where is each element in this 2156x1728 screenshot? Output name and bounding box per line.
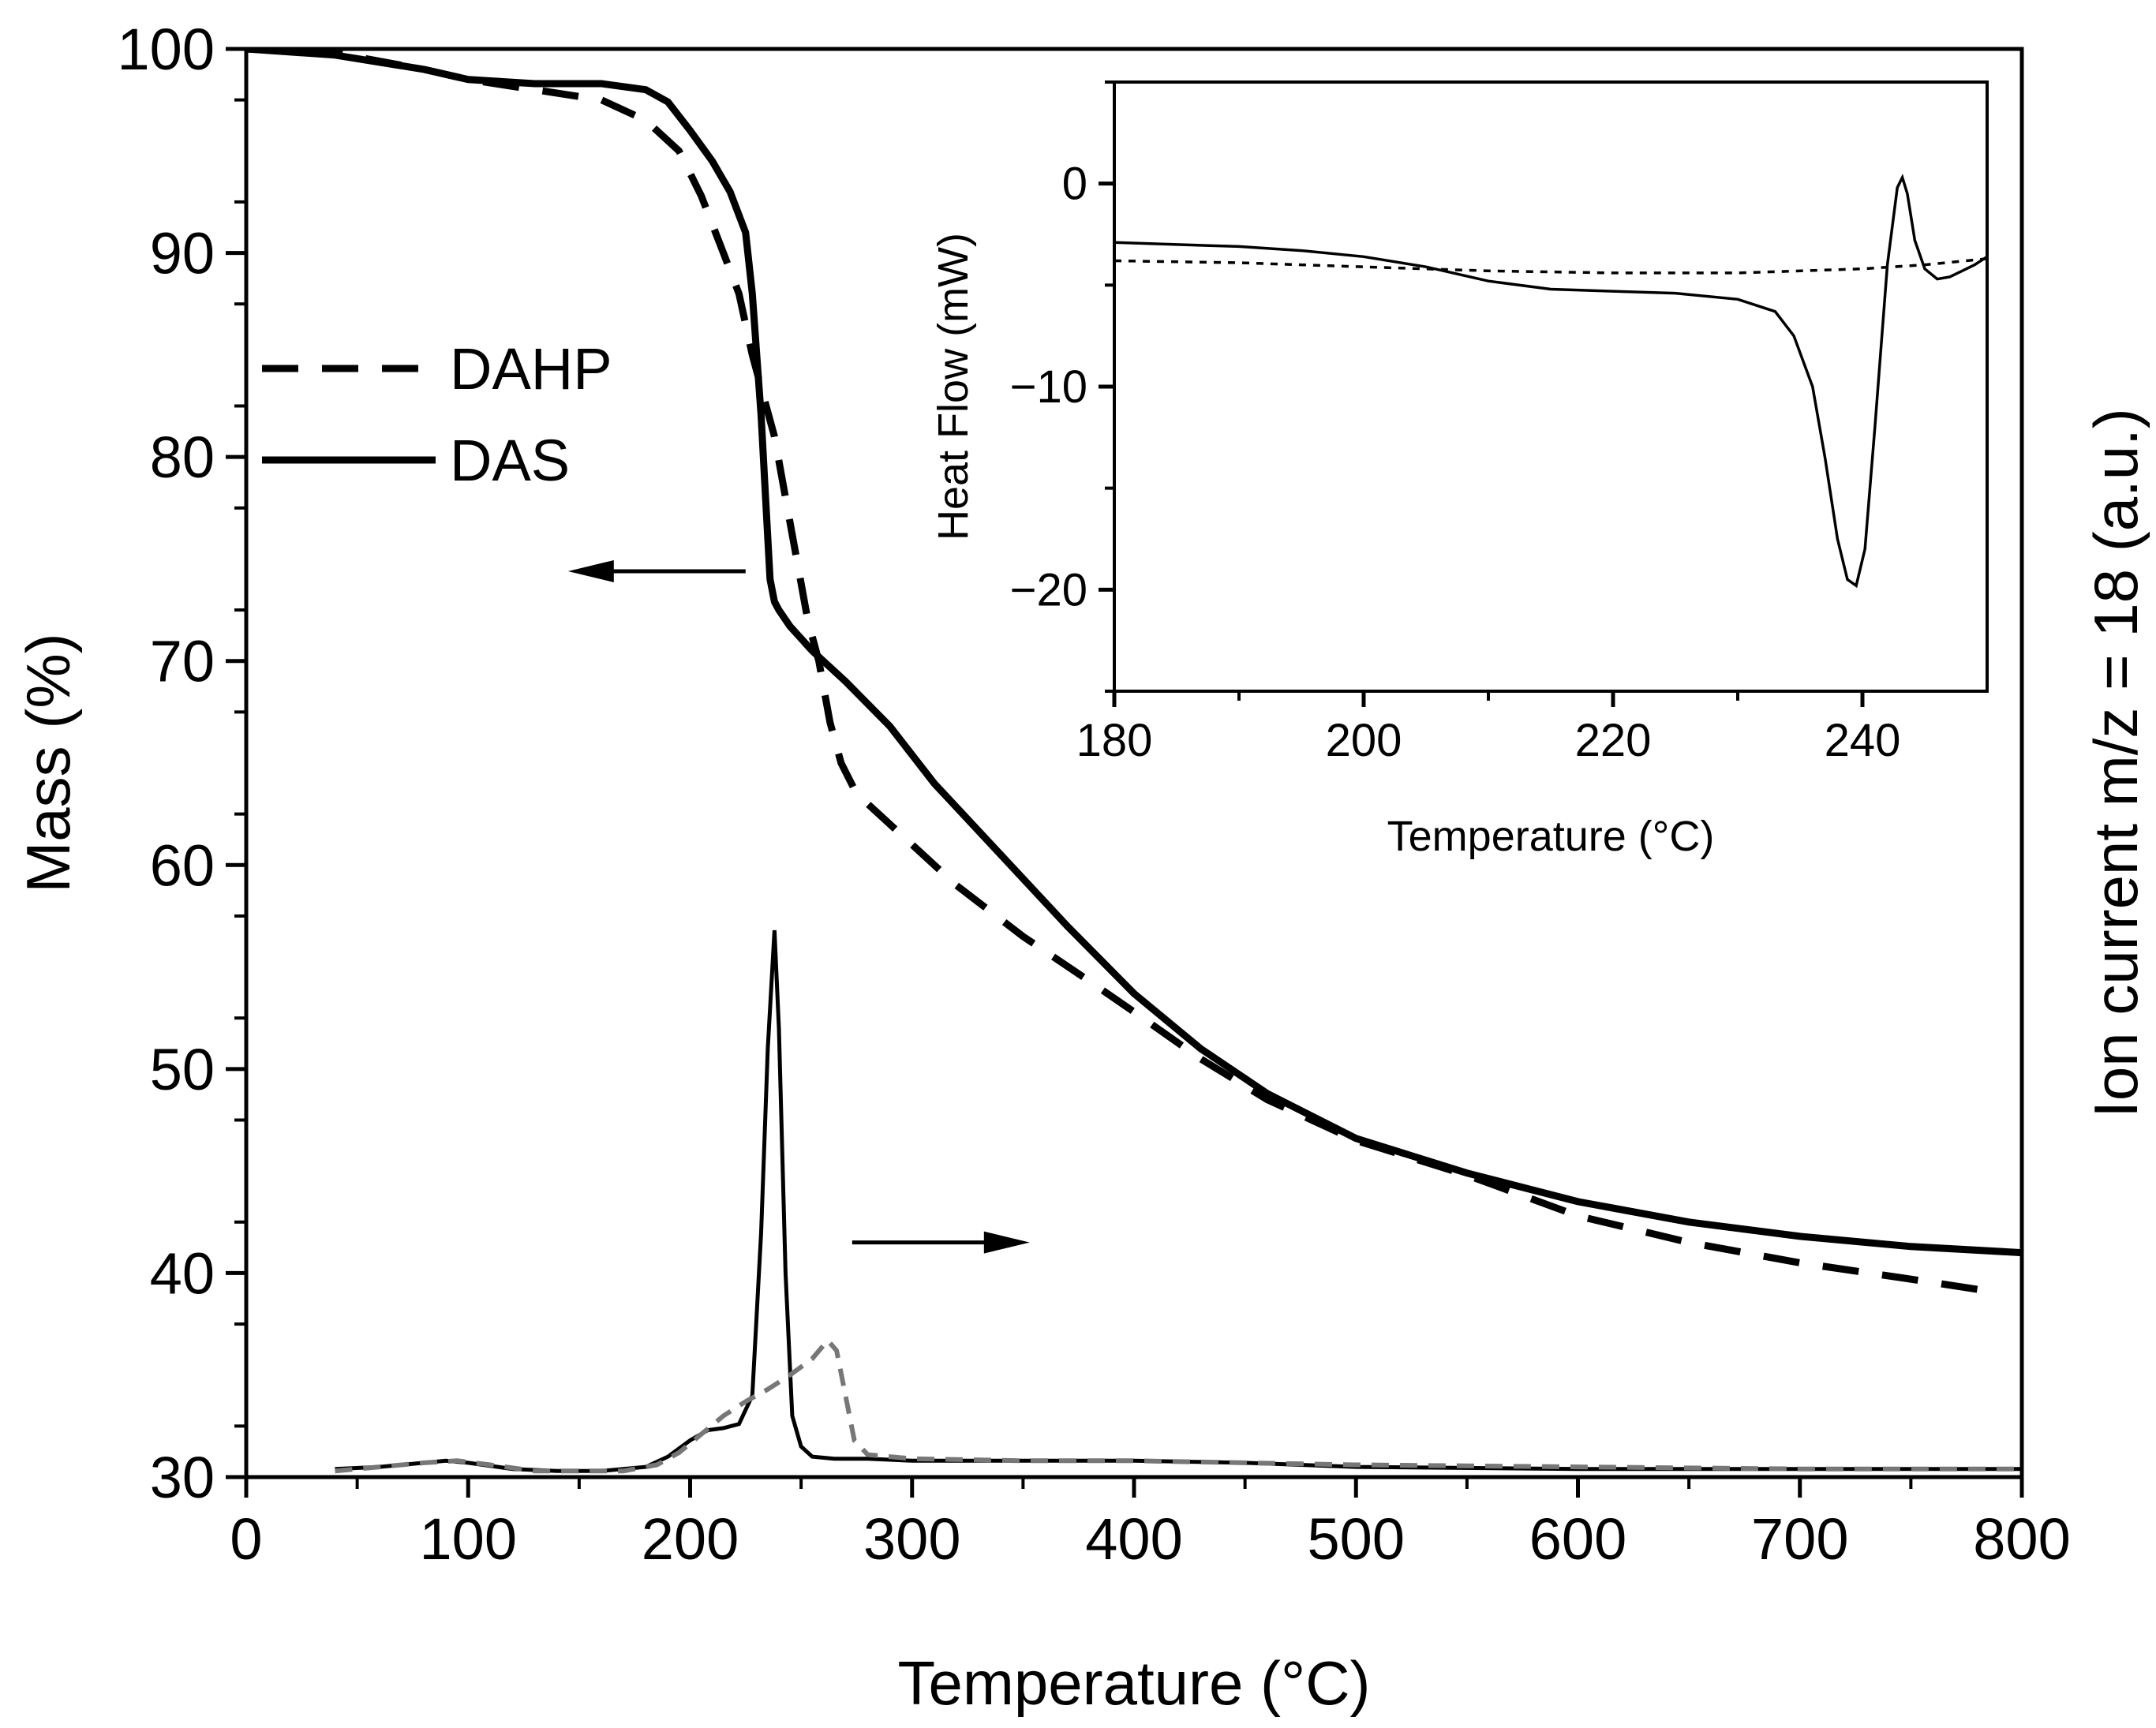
x-tick-label: 600 — [1529, 1506, 1626, 1572]
main-y-axis-title: Mass (%) — [13, 633, 83, 892]
y-tick-label: 100 — [118, 17, 215, 82]
inset-x-tick-label: 240 — [1825, 715, 1901, 766]
x-tick-label: 800 — [1973, 1506, 2070, 1572]
inset-x-tick-label: 180 — [1076, 715, 1153, 766]
right-axis-arrow — [852, 1231, 1030, 1254]
inset-x-axis-title: Temperature (°C) — [1387, 813, 1715, 860]
legend-label-dahp: DAHP — [450, 336, 612, 402]
inset-x-tick-labels: 180 200 220 240 — [1076, 715, 1901, 766]
y-tick-label: 80 — [150, 425, 215, 490]
legend: DAHP DAS — [262, 336, 612, 493]
inset-y-axis-title: Heat Flow (mW) — [930, 233, 977, 540]
inset-x-tick-label: 220 — [1575, 715, 1652, 766]
y-tick-label: 70 — [150, 629, 215, 694]
y-tick-label: 40 — [150, 1240, 215, 1306]
left-axis-arrow — [567, 559, 746, 582]
inset-axis-ticks — [1099, 80, 1865, 707]
inset-x-tick-label: 200 — [1326, 715, 1402, 766]
legend-label-das: DAS — [450, 428, 570, 493]
y-tick-label: 30 — [150, 1445, 215, 1510]
main-x-axis-title: Temperature (°C) — [897, 1648, 1370, 1718]
inset-series-dahp-line — [1114, 257, 1987, 275]
x-tick-label: 300 — [863, 1506, 960, 1572]
x-tick-label: 400 — [1085, 1506, 1182, 1572]
inset-y-tick-label: 0 — [1062, 159, 1087, 210]
inset-y-tick-label: −10 — [1010, 361, 1087, 413]
inset-y-tick-labels: 0 −10 −20 — [1010, 159, 1087, 616]
x-tick-label: 500 — [1308, 1506, 1405, 1572]
series-das-ion-current-line — [335, 929, 2022, 1473]
right-y-axis-title: Ion current m/z = 18 (a.u.) — [2081, 408, 2150, 1118]
y-tick-label: 90 — [150, 221, 215, 286]
series-dahp-ion-current-line — [335, 1337, 2022, 1474]
series-dahp-mass-line — [246, 49, 1978, 1293]
x-tick-label: 0 — [230, 1506, 262, 1572]
main-x-tick-labels: 0 100 200 300 400 500 600 700 800 — [230, 1506, 2070, 1572]
inset-background — [1114, 82, 1987, 691]
main-y-tick-labels: 30 40 50 60 70 80 90 100 — [118, 17, 215, 1510]
x-tick-label: 100 — [420, 1506, 517, 1572]
x-tick-label: 200 — [642, 1506, 739, 1572]
y-tick-label: 60 — [150, 832, 215, 898]
y-tick-label: 50 — [150, 1037, 215, 1102]
main-axis-ticks — [226, 47, 2024, 1498]
inset-y-tick-label: −20 — [1010, 564, 1087, 615]
x-tick-label: 700 — [1751, 1506, 1848, 1572]
inset-series-das-line — [1114, 174, 1987, 589]
